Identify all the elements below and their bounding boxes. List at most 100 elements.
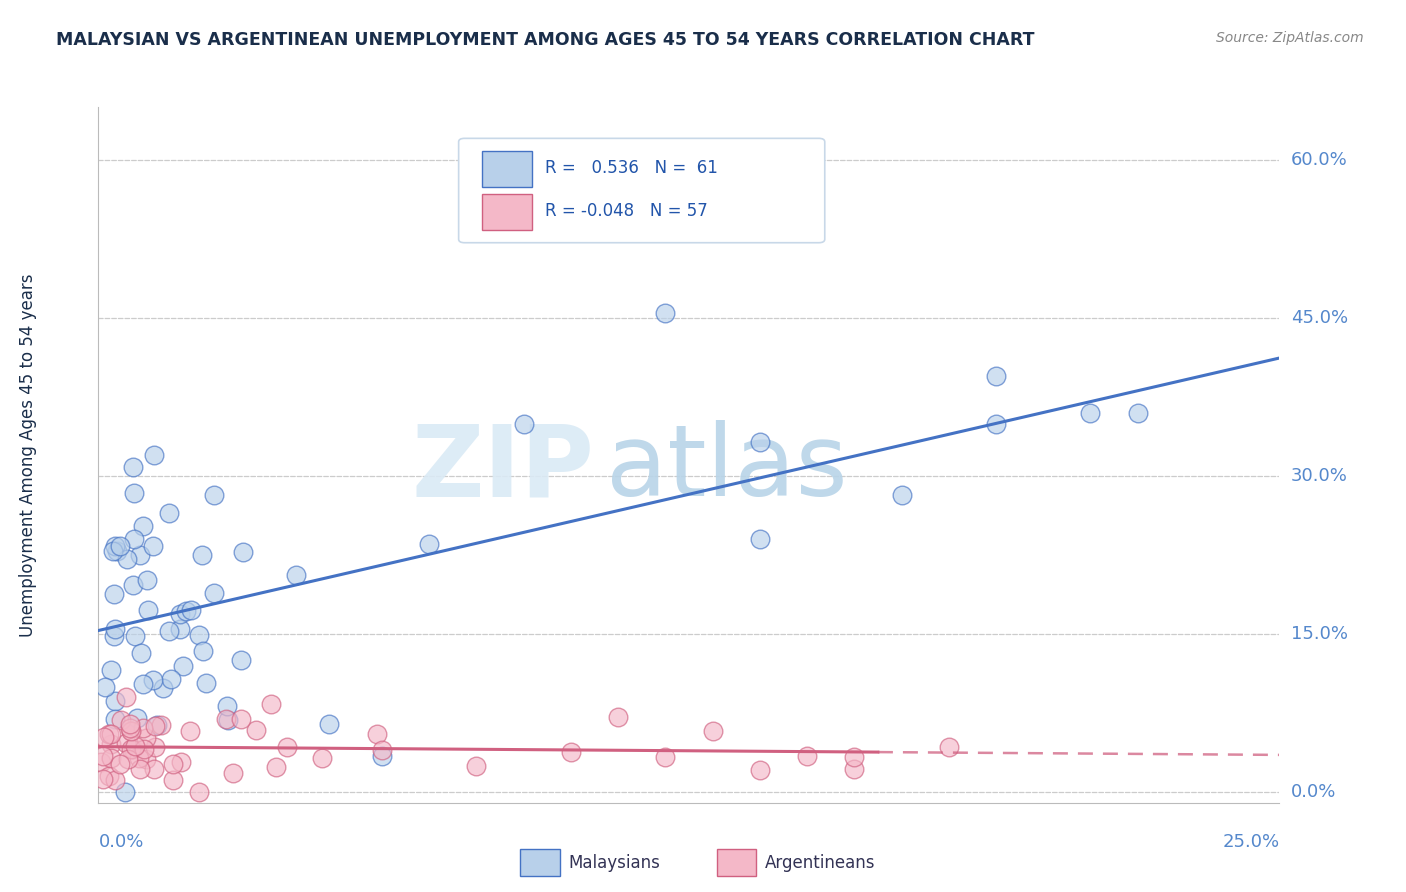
Text: R = -0.048   N = 57: R = -0.048 N = 57	[546, 202, 707, 220]
Point	[143, 449, 166, 463]
Point	[118, 717, 141, 731]
Point	[160, 672, 183, 686]
Point	[121, 460, 143, 475]
Text: Malaysians: Malaysians	[568, 854, 659, 871]
Point	[124, 629, 146, 643]
Point	[180, 603, 202, 617]
Point	[169, 622, 191, 636]
Point	[607, 710, 630, 724]
Point	[100, 737, 122, 751]
Point	[259, 697, 281, 711]
Point	[654, 305, 676, 319]
Point	[512, 417, 534, 432]
Point	[222, 766, 245, 780]
Point	[142, 539, 165, 553]
Point	[104, 712, 127, 726]
Point	[157, 624, 180, 639]
FancyBboxPatch shape	[482, 151, 531, 187]
Point	[157, 506, 180, 520]
Point	[311, 750, 333, 764]
Point	[748, 435, 770, 450]
Point	[105, 544, 128, 558]
Point	[135, 752, 157, 766]
Point	[264, 759, 287, 773]
Point	[136, 573, 159, 587]
Point	[101, 544, 124, 558]
Point	[371, 749, 394, 764]
Text: Unemployment Among Ages 45 to 54 years: Unemployment Among Ages 45 to 54 years	[18, 273, 37, 637]
Point	[100, 663, 122, 677]
Point	[844, 749, 866, 764]
Point	[121, 742, 143, 756]
Point	[90, 756, 112, 770]
Point	[245, 723, 267, 737]
Point	[122, 486, 145, 500]
Point	[143, 719, 166, 733]
Point	[1080, 406, 1102, 420]
Point	[108, 540, 131, 554]
Point	[169, 755, 191, 769]
Point	[114, 690, 136, 705]
Point	[191, 549, 214, 563]
Point	[132, 677, 155, 691]
Text: 15.0%: 15.0%	[1291, 625, 1347, 643]
Point	[366, 726, 388, 740]
Point	[654, 750, 676, 764]
Point	[890, 488, 912, 502]
Point	[104, 693, 127, 707]
Point	[984, 369, 1007, 384]
Text: 60.0%: 60.0%	[1291, 151, 1347, 169]
Point	[121, 577, 143, 591]
Point	[91, 772, 114, 786]
Text: MALAYSIAN VS ARGENTINEAN UNEMPLOYMENT AMONG AGES 45 TO 54 YEARS CORRELATION CHAR: MALAYSIAN VS ARGENTINEAN UNEMPLOYMENT AM…	[56, 31, 1035, 49]
Text: 30.0%: 30.0%	[1291, 467, 1347, 485]
Point	[229, 712, 252, 726]
Point	[217, 698, 239, 713]
Point	[120, 724, 142, 739]
Point	[748, 533, 770, 547]
Point	[162, 773, 184, 788]
Point	[149, 718, 172, 732]
Point	[125, 711, 148, 725]
Point	[465, 759, 488, 773]
Point	[132, 721, 155, 735]
Point	[117, 752, 139, 766]
Point	[128, 751, 150, 765]
Point	[142, 673, 165, 688]
Point	[215, 712, 238, 726]
Point	[98, 726, 121, 740]
Point	[138, 603, 160, 617]
Point	[142, 763, 165, 777]
Point	[118, 722, 141, 736]
Point	[120, 724, 142, 739]
Point	[122, 533, 145, 547]
Text: R =   0.536   N =  61: R = 0.536 N = 61	[546, 160, 717, 178]
Point	[131, 646, 153, 660]
Point	[172, 658, 194, 673]
Point	[93, 731, 115, 745]
Point	[217, 713, 239, 727]
Point	[104, 773, 127, 788]
Point	[188, 628, 211, 642]
Point	[91, 748, 114, 763]
Point	[152, 681, 174, 695]
Point	[100, 750, 122, 764]
Text: ZIP: ZIP	[412, 420, 595, 517]
Point	[202, 585, 225, 599]
Point	[124, 739, 146, 754]
Text: Argentineans: Argentineans	[765, 854, 876, 871]
Point	[103, 586, 125, 600]
Point	[115, 552, 138, 566]
Point	[418, 537, 440, 551]
Point	[103, 628, 125, 642]
Point	[114, 785, 136, 799]
Point	[232, 545, 254, 559]
Point	[146, 718, 169, 732]
Point	[204, 488, 226, 502]
Text: 25.0%: 25.0%	[1222, 833, 1279, 851]
Point	[194, 676, 217, 690]
Point	[108, 757, 131, 772]
Text: Source: ZipAtlas.com: Source: ZipAtlas.com	[1216, 31, 1364, 45]
Point	[93, 681, 115, 695]
Point	[169, 607, 191, 622]
